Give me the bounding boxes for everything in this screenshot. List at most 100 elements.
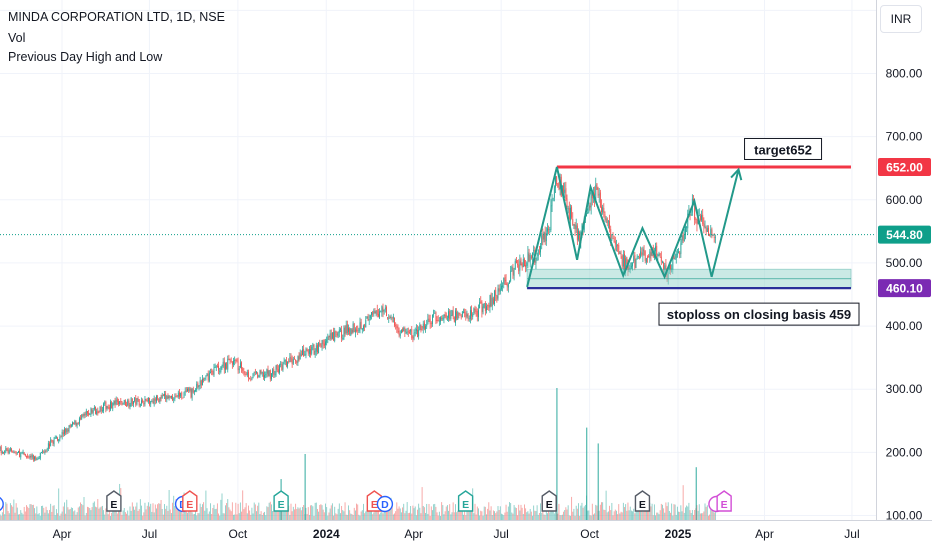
candle-body xyxy=(400,329,402,334)
volume-bar xyxy=(465,515,467,520)
volume-bar xyxy=(382,513,384,520)
volume-bar xyxy=(640,506,642,520)
event-marker-letter: E xyxy=(278,499,285,511)
dividend-marker[interactable]: D xyxy=(0,497,4,512)
event-marker-letter: E xyxy=(721,499,728,511)
volume-bar xyxy=(310,505,312,520)
resistance-price-tag[interactable]: 652.00 xyxy=(878,157,931,176)
volume-bar xyxy=(308,514,310,520)
volume-bar xyxy=(261,514,263,520)
volume-bar xyxy=(453,512,455,520)
candle-body xyxy=(409,332,410,334)
price-tick-label: 100.00 xyxy=(886,509,923,523)
candle-body xyxy=(467,314,469,319)
volume-bar xyxy=(106,504,108,520)
candle-body xyxy=(220,366,222,372)
candle-body xyxy=(445,314,447,318)
candle-body xyxy=(31,455,33,458)
earnings-marker[interactable]: E xyxy=(182,490,198,512)
candle-body xyxy=(45,450,47,452)
candle-body xyxy=(297,356,299,363)
previous-day-high-low-indicator-label[interactable]: Previous Day High and Low xyxy=(8,50,163,64)
candle-body xyxy=(326,339,328,343)
volume-bar xyxy=(205,490,207,520)
candle-body xyxy=(486,306,487,311)
candle-body xyxy=(195,390,197,391)
event-markers[interactable]: EDEDEEEDEEEE xyxy=(0,490,732,513)
candle-body xyxy=(19,450,21,457)
candle-body xyxy=(253,372,255,373)
candle-body xyxy=(23,452,25,455)
volume-bar xyxy=(706,505,708,520)
volume-bar xyxy=(299,507,301,520)
volume-bar xyxy=(96,507,98,520)
candle-body xyxy=(384,307,386,310)
stoploss-annotation[interactable]: stoploss on closing basis 459 xyxy=(658,302,860,326)
volume-bar xyxy=(172,502,174,520)
volume-bar xyxy=(18,514,19,520)
drawing-layer[interactable]: target652 stoploss on closing basis 459 xyxy=(0,137,876,326)
candle-body xyxy=(136,398,138,405)
dividend-marker[interactable]: D xyxy=(376,495,394,513)
earnings-marker[interactable]: E xyxy=(457,490,474,512)
candle-body xyxy=(497,288,499,299)
volume-indicator-label[interactable]: Vol xyxy=(8,31,26,45)
price-tick-label: 700.00 xyxy=(886,130,923,144)
earnings-marker[interactable]: E xyxy=(716,490,732,512)
volume-bar xyxy=(360,511,362,520)
time-scale[interactable]: Apr Jul Oct 2024 Apr Jul Oct 2025 Apr Jul xyxy=(0,521,932,550)
candle-body xyxy=(172,396,174,401)
candle-body xyxy=(405,332,407,334)
volume-bar xyxy=(440,515,441,520)
candle-body xyxy=(606,218,608,224)
volume-bar xyxy=(236,514,238,520)
candle-body xyxy=(41,452,42,453)
candle-body xyxy=(46,449,48,451)
earnings-marker[interactable]: E xyxy=(634,490,651,512)
candle-body xyxy=(52,441,54,444)
volume-bar xyxy=(420,513,422,520)
volume-bar xyxy=(451,512,453,520)
candle-body xyxy=(556,176,558,184)
candle-body xyxy=(488,304,490,308)
volume-bar xyxy=(268,502,270,520)
pattern-path[interactable] xyxy=(526,166,740,288)
volume-bar xyxy=(666,506,668,520)
target-annotation[interactable]: target652 xyxy=(744,137,823,160)
candle-body xyxy=(170,395,172,398)
volume-bar xyxy=(258,502,260,520)
candle-body xyxy=(494,290,496,305)
candle-body xyxy=(360,321,362,329)
volume-bar xyxy=(467,506,469,520)
earnings-marker[interactable]: E xyxy=(273,490,289,512)
candle-body xyxy=(233,360,234,365)
volume-bar xyxy=(566,509,568,520)
candle-body xyxy=(346,324,348,334)
candle-body xyxy=(366,316,368,319)
volume-bar xyxy=(57,513,59,520)
volume-bar xyxy=(549,512,551,520)
volume-bar xyxy=(387,508,389,520)
symbol-title[interactable]: MINDA CORPORATION LTD, 1D, NSE xyxy=(8,10,225,24)
earnings-marker[interactable]: E xyxy=(541,490,557,512)
candle-body xyxy=(696,219,698,225)
support-price-tag[interactable]: 460.10 xyxy=(878,279,931,298)
volume-bar xyxy=(353,507,355,520)
volume-bar xyxy=(197,513,199,520)
price-scale[interactable]: 800.00 700.00 600.00 500.00 400.00 300.00 200.… xyxy=(877,40,932,523)
candle-body xyxy=(113,401,115,404)
candle-body xyxy=(67,429,69,432)
candle-body xyxy=(83,414,85,416)
volume-bar xyxy=(196,515,198,520)
volume-bar xyxy=(67,507,69,520)
volume-bar xyxy=(19,514,21,520)
volume-bar xyxy=(251,507,253,520)
earnings-marker[interactable]: E xyxy=(106,490,122,512)
last-price-tag[interactable]: 544.80 xyxy=(878,225,931,244)
candle-body xyxy=(135,397,137,405)
currency-button[interactable]: INR xyxy=(880,5,922,33)
candle-body xyxy=(152,401,154,404)
volume-bar xyxy=(491,514,493,520)
